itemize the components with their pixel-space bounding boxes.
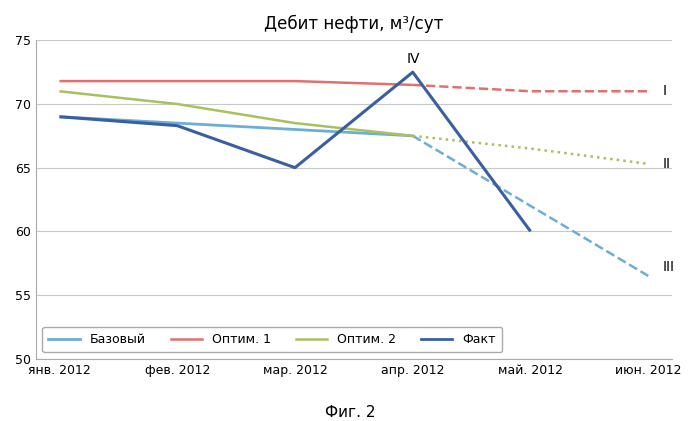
Text: IV: IV: [407, 53, 421, 67]
Legend: Базовый, Оптим. 1, Оптим. 2, Факт: Базовый, Оптим. 1, Оптим. 2, Факт: [42, 327, 502, 352]
Text: Фиг. 2: Фиг. 2: [325, 405, 375, 420]
Text: II: II: [662, 157, 671, 171]
Text: I: I: [662, 84, 666, 98]
Title: Дебит нефти, м³/сут: Дебит нефти, м³/сут: [264, 15, 444, 33]
Text: III: III: [662, 260, 674, 274]
